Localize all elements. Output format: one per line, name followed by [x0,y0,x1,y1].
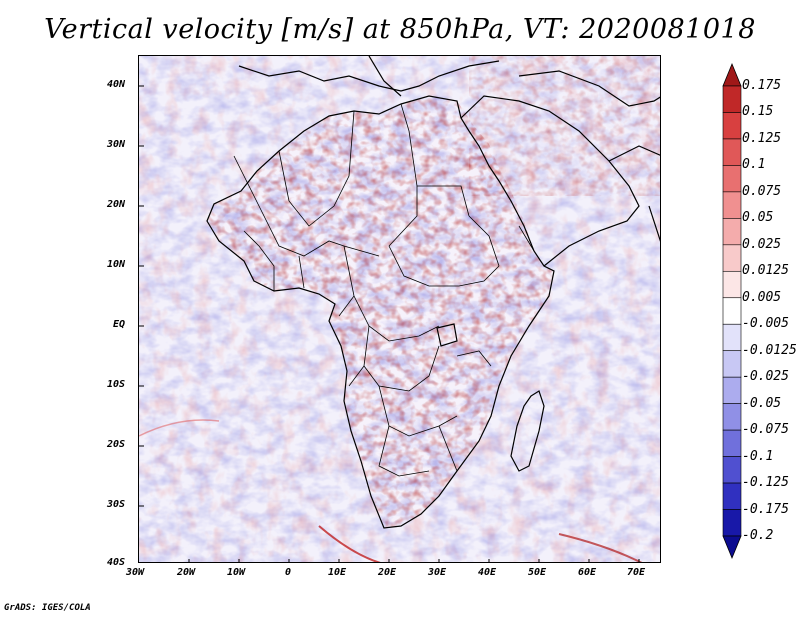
colorbar-cap-bottom [722,535,742,560]
colorbar-cell [722,323,742,352]
colorbar-cell [722,112,742,140]
colorbar-label: 0.175 [742,78,782,93]
colorbar-cell [722,456,742,484]
coastlines [206,56,660,529]
colorbar-label: 0.075 [742,183,782,199]
y-tick-label: 30N [107,139,126,150]
colorbar-label: 0.0125 [742,263,789,279]
colorbar-cell [722,509,742,537]
chart-title: Vertical velocity [m/s] at 850hPa, VT: 2… [44,14,756,45]
colorbar-cell [722,165,742,193]
colorbar-label: 0.15 [742,104,774,120]
x-tick-label: 10W [227,567,246,578]
colorbar-cell [722,270,742,299]
x-tick-label: 70E [627,567,646,578]
colorbar-label: -0.005 [742,316,789,332]
colorbar-label: -0.0125 [742,342,797,358]
colorbar-label: -0.025 [742,369,789,385]
colorbar-cell [722,218,742,246]
x-tick-label: 0 [285,567,292,578]
colorbar-label: 0.05 [742,210,774,226]
footer-credit: GrADS: IGES/COLA [4,603,91,613]
colorbar-label: 0.025 [742,236,782,252]
colorbar-cell [722,376,742,404]
map-canvas [139,56,660,562]
colorbar-cell [722,350,742,378]
y-tick-label: 10N [107,259,126,270]
y-tick-label: 40N [107,79,126,90]
colorbar-cell [722,244,742,272]
colorbar-label: -0.125 [742,475,789,491]
colorbar-label: -0.05 [742,395,782,411]
y-tick-label: 30S [107,499,126,510]
colorbar [722,62,742,560]
x-tick-label: 30W [126,567,145,578]
colorbar-cell [722,191,742,219]
x-tick-label: 40E [478,567,497,578]
map-plot-area [138,55,661,563]
colorbar-cell [722,138,742,166]
colorbar-label: -0.075 [742,422,789,438]
y-tick-label: 20S [107,439,126,450]
colorbar-label: 0.1 [742,157,766,173]
y-tick-label: EQ [113,319,126,330]
colorbar-cell [722,403,742,431]
colorbar-label: 0.125 [742,130,782,146]
x-tick-label: 30E [428,567,447,578]
x-tick-label: 50E [528,567,547,578]
colorbar-label: 0.005 [742,289,782,305]
x-tick-label: 20E [378,567,397,578]
x-tick-label: 20W [177,567,196,578]
colorbar-cell [722,297,742,325]
y-tick-label: 10S [107,379,126,390]
colorbar-label: -0.1 [742,448,774,464]
tick-marks [139,85,640,562]
x-tick-label: 60E [578,567,597,578]
y-tick-label: 40S [107,557,126,568]
colorbar-label: -0.175 [742,501,789,517]
y-tick-label: 20N [107,199,126,210]
colorbar-cell [722,482,742,510]
colorbar-cap-top [722,62,742,87]
x-tick-label: 10E [328,567,347,578]
colorbar-cell [722,85,742,113]
colorbar-label: -0.2 [742,528,774,543]
country-borders [233,103,535,477]
colorbar-cell [722,429,742,457]
